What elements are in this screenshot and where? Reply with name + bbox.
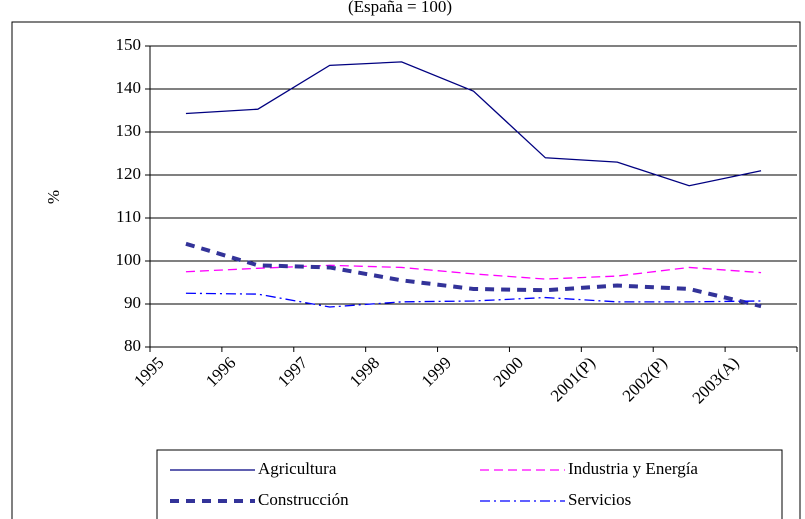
chart-frame: [11, 21, 801, 519]
y-tick-label: 80: [124, 336, 141, 355]
x-tick-label: 1998: [346, 353, 383, 390]
y-tick-label: 90: [124, 293, 141, 312]
y-tick-label: 150: [116, 35, 142, 54]
x-tick-label: 1995: [130, 353, 167, 390]
line-series: [185, 264, 762, 280]
legend-label: Servicios: [568, 490, 631, 509]
legend-label: Construcción: [258, 490, 349, 509]
x-tick-label: 2001(P): [547, 353, 599, 405]
y-tick-label: 140: [116, 78, 142, 97]
line-series: [185, 292, 762, 308]
legend-label: Agricultura: [258, 459, 337, 478]
y-tick-label: 130: [116, 121, 142, 140]
x-tick-label: 1996: [202, 353, 239, 390]
y-tick-label: 120: [116, 164, 142, 183]
y-tick-label: 100: [116, 250, 142, 269]
y-tick-label: 110: [116, 207, 141, 226]
y-axis-label: %: [44, 190, 63, 204]
legend-box: [156, 449, 783, 519]
x-tick-label: 2002(P): [619, 353, 671, 405]
chart-title: (España = 100): [348, 0, 452, 16]
line-series: [185, 241, 762, 309]
x-tick-label: 1999: [418, 353, 455, 390]
x-tick-label: 2003(A): [689, 353, 743, 407]
x-tick-label: 1997: [274, 353, 312, 391]
x-tick-label: 2000: [490, 353, 527, 390]
legend-label: Industria y Energía: [568, 459, 698, 478]
line-series: [185, 61, 762, 187]
